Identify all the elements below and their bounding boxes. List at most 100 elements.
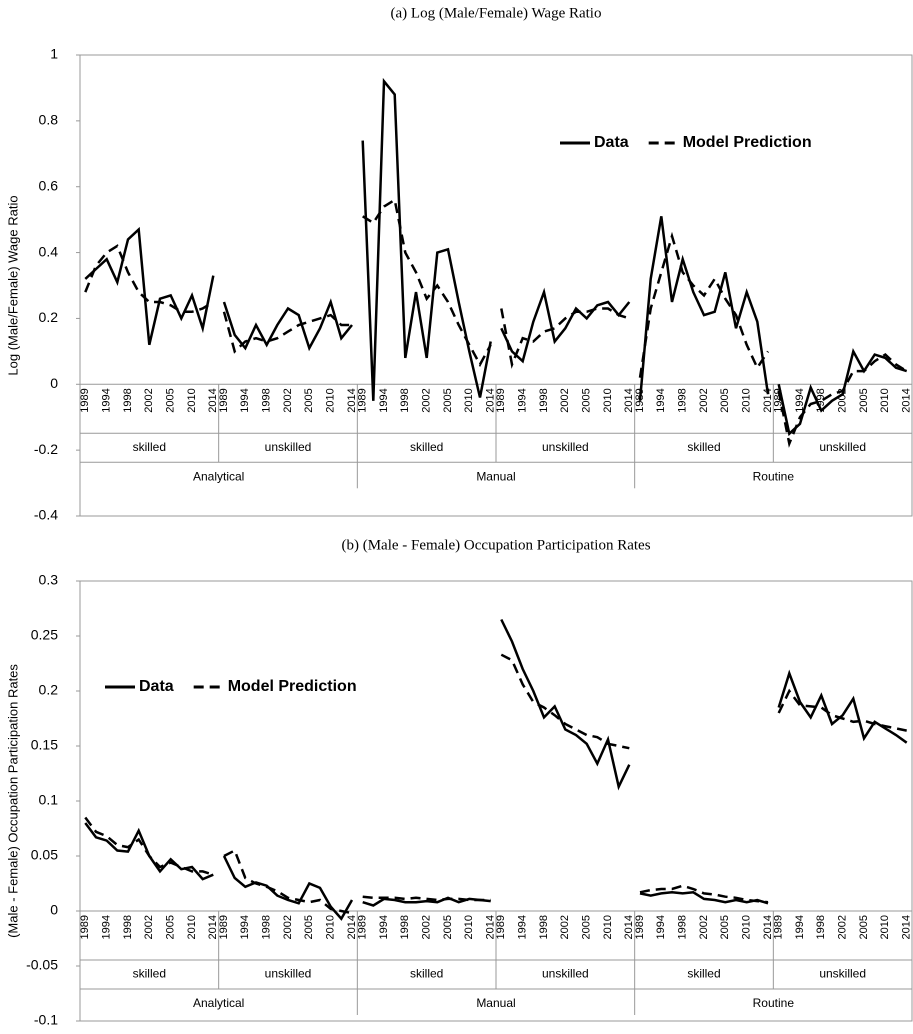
chart-title: (a) Log (Male/Female) Wage Ratio [391,5,602,21]
x-tick-label: 1989 [634,915,646,939]
x-tick-label: 1994 [101,388,113,412]
x-tick-label: 2014 [901,915,913,939]
legend-label: Data [139,678,174,695]
x-tick-label: 1994 [101,915,113,939]
series-line [361,77,492,401]
y-tick-label: 0.6 [39,177,59,193]
series-line [777,347,908,437]
series-line [500,653,630,750]
x-tick-label: 2014 [762,388,774,412]
x-tick-label: 2005 [303,388,315,412]
x-tick-label: 2010 [325,388,337,412]
series-line [638,231,770,378]
series-line [222,311,352,354]
group-label: Routine [753,996,795,1010]
subgroup-label: unskilled [819,967,866,981]
x-tick-label: 1998 [815,915,827,939]
x-tick-label: 1994 [794,388,806,412]
x-tick-label: 2010 [741,388,753,412]
y-tick-label: 0.2 [39,309,59,325]
x-tick-label: 1998 [677,388,689,412]
group-label: Manual [476,996,515,1010]
y-tick-label: 0.3 [39,572,59,588]
subgroup-label: skilled [410,967,443,981]
x-tick-label: 2002 [421,388,433,412]
group-label: Manual [476,469,515,483]
x-tick-label: 2010 [602,388,614,412]
y-tick-label: -0.05 [26,957,58,973]
series-line [500,307,630,369]
subgroup-label: unskilled [542,440,589,454]
series-line [638,216,770,401]
x-tick-label: 2002 [143,915,155,939]
x-tick-label: 2010 [463,915,475,939]
y-tick-label: 0.1 [39,792,59,808]
series-line [84,816,214,876]
x-tick-label: 1994 [517,388,529,412]
x-tick-label: 1994 [655,915,667,939]
x-tick-label: 1994 [794,915,806,939]
y-tick-label: 0 [50,375,58,391]
x-tick-label: 1994 [378,388,390,412]
x-tick-label: 2010 [879,388,891,412]
x-tick-label: 1994 [378,915,390,939]
group-label: Routine [753,469,795,483]
legend-label: Data [594,134,629,151]
x-tick-label: 1998 [122,388,134,412]
legend-label: Model Prediction [683,134,812,151]
y-tick-label: -0.4 [34,507,58,523]
series-line [777,669,908,744]
x-tick-label: 2014 [485,388,497,412]
x-tick-label: 2005 [442,388,454,412]
x-tick-label: 1989 [79,388,91,412]
series-line [500,287,631,364]
x-tick-label: 1994 [239,388,251,412]
x-tick-label: 2014 [762,915,774,939]
series-line [84,244,214,314]
y-tick-label: 0.8 [39,112,59,128]
x-tick-label: 2010 [325,915,337,939]
subgroup-label: unskilled [265,967,312,981]
x-tick-label: 1989 [773,915,785,939]
x-tick-label: 2005 [442,915,454,939]
series-line [84,226,215,346]
x-tick-label: 2010 [186,915,198,939]
x-tick-label: 2010 [186,388,198,412]
subgroup-label: skilled [687,967,720,981]
series-line [777,688,907,732]
x-tick-label: 2010 [741,915,753,939]
x-tick-label: 2002 [837,915,849,939]
series-line [639,884,769,904]
x-tick-label: 1989 [79,915,91,939]
x-tick-label: 2002 [282,915,294,939]
x-tick-label: 2014 [623,915,635,939]
legend-label: Model Prediction [228,678,357,695]
x-tick-label: 2014 [346,915,358,939]
y-tick-label: -0.2 [34,441,58,457]
subgroup-label: skilled [410,440,443,454]
x-tick-label: 1989 [357,915,369,939]
series-line [222,298,353,352]
chart-title: (b) (Male - Female) Occupation Participa… [341,537,650,553]
x-tick-label: 1989 [495,915,507,939]
x-tick-label: 2014 [207,915,219,939]
x-tick-label: 2014 [346,388,358,412]
x-tick-label: 1998 [122,915,134,939]
y-tick-label: 0.25 [31,627,58,643]
y-tick-label: 0.05 [31,847,58,863]
x-tick-label: 2002 [837,388,849,412]
x-tick-label: 2005 [581,388,593,412]
x-tick-label: 2005 [165,388,177,412]
series-line [362,197,492,368]
x-tick-label: 2010 [463,388,475,412]
series-line [84,822,214,881]
x-tick-label: 2005 [858,388,870,412]
y-tick-label: 0.4 [39,243,59,259]
x-tick-label: 2005 [581,915,593,939]
x-tick-label: 2014 [623,388,635,412]
x-tick-label: 2002 [698,388,710,412]
x-tick-label: 1989 [495,388,507,412]
series-line [500,618,631,791]
x-tick-label: 2002 [143,388,155,412]
x-tick-label: 2014 [901,388,913,412]
